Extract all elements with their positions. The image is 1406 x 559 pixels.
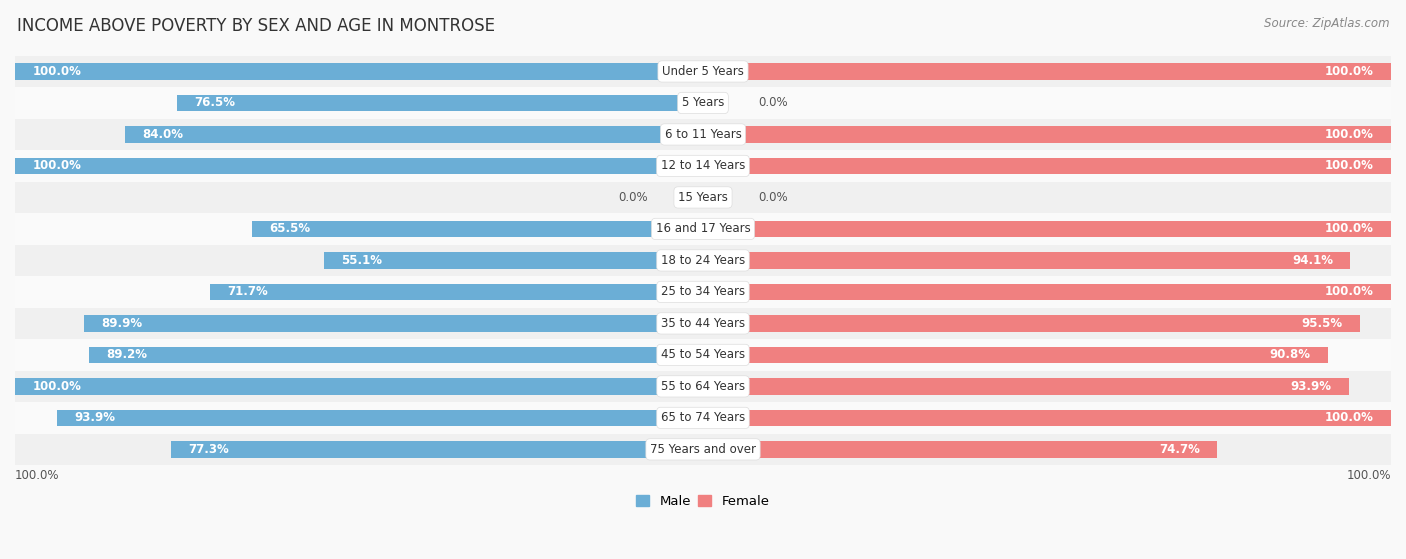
Text: 18 to 24 Years: 18 to 24 Years (661, 254, 745, 267)
Text: Under 5 Years: Under 5 Years (662, 65, 744, 78)
Bar (84, 315, 703, 331)
Text: 90.8%: 90.8% (1270, 348, 1310, 361)
Bar (703, 315, 1360, 331)
Bar (15, 434, 1391, 465)
Text: 0.0%: 0.0% (758, 97, 787, 110)
Text: 76.5%: 76.5% (194, 97, 235, 110)
Text: 74.7%: 74.7% (1159, 443, 1199, 456)
Text: 15 Years: 15 Years (678, 191, 728, 204)
Text: 93.9%: 93.9% (75, 411, 115, 424)
Bar (15, 87, 1391, 119)
Bar (703, 378, 1348, 395)
Bar (252, 221, 703, 237)
Bar (15, 56, 1391, 87)
Bar (703, 221, 1391, 237)
Bar (125, 126, 703, 143)
Text: 55.1%: 55.1% (342, 254, 382, 267)
Bar (703, 252, 1350, 268)
Text: 77.3%: 77.3% (188, 443, 229, 456)
Bar (15, 307, 1391, 339)
Text: 65.5%: 65.5% (270, 222, 311, 235)
Bar (177, 95, 703, 111)
Text: 95.5%: 95.5% (1302, 317, 1343, 330)
Bar (703, 63, 1391, 79)
Text: 100.0%: 100.0% (1324, 222, 1374, 235)
Text: 100.0%: 100.0% (1347, 469, 1391, 482)
Bar (15, 339, 1391, 371)
Bar (323, 252, 703, 268)
Bar (15, 63, 703, 79)
Bar (15, 158, 703, 174)
Text: 75 Years and over: 75 Years and over (650, 443, 756, 456)
Text: 0.0%: 0.0% (619, 191, 648, 204)
Text: 89.9%: 89.9% (101, 317, 143, 330)
Bar (15, 182, 1391, 213)
Text: 16 and 17 Years: 16 and 17 Years (655, 222, 751, 235)
Bar (15, 245, 1391, 276)
Bar (15, 119, 1391, 150)
Text: 94.1%: 94.1% (1292, 254, 1333, 267)
Text: 25 to 34 Years: 25 to 34 Years (661, 286, 745, 299)
Text: 89.2%: 89.2% (107, 348, 148, 361)
Text: 100.0%: 100.0% (32, 380, 82, 393)
Text: 71.7%: 71.7% (226, 286, 267, 299)
Text: 45 to 54 Years: 45 to 54 Years (661, 348, 745, 361)
Text: 100.0%: 100.0% (32, 159, 82, 172)
Text: 93.9%: 93.9% (1291, 380, 1331, 393)
Bar (172, 441, 703, 458)
Legend: Male, Female: Male, Female (631, 490, 775, 514)
Text: 100.0%: 100.0% (1324, 159, 1374, 172)
Text: Source: ZipAtlas.com: Source: ZipAtlas.com (1264, 17, 1389, 30)
Text: 100.0%: 100.0% (1324, 286, 1374, 299)
Bar (703, 441, 1218, 458)
Text: 100.0%: 100.0% (32, 65, 82, 78)
Text: 6 to 11 Years: 6 to 11 Years (665, 128, 741, 141)
Text: 35 to 44 Years: 35 to 44 Years (661, 317, 745, 330)
Text: 0.0%: 0.0% (758, 191, 787, 204)
Bar (15, 371, 1391, 402)
Text: 100.0%: 100.0% (1324, 411, 1374, 424)
Text: 55 to 64 Years: 55 to 64 Years (661, 380, 745, 393)
Bar (15, 213, 1391, 245)
Bar (15, 276, 1391, 307)
Text: 100.0%: 100.0% (1324, 65, 1374, 78)
Text: 100.0%: 100.0% (1324, 128, 1374, 141)
Text: 84.0%: 84.0% (142, 128, 183, 141)
Text: 12 to 14 Years: 12 to 14 Years (661, 159, 745, 172)
Bar (703, 347, 1327, 363)
Bar (703, 410, 1391, 426)
Bar (209, 284, 703, 300)
Bar (703, 284, 1391, 300)
Bar (15, 378, 703, 395)
Bar (703, 158, 1391, 174)
Text: 5 Years: 5 Years (682, 97, 724, 110)
Text: INCOME ABOVE POVERTY BY SEX AND AGE IN MONTROSE: INCOME ABOVE POVERTY BY SEX AND AGE IN M… (17, 17, 495, 35)
Bar (58, 410, 703, 426)
Text: 100.0%: 100.0% (15, 469, 59, 482)
Text: 65 to 74 Years: 65 to 74 Years (661, 411, 745, 424)
Bar (90, 347, 703, 363)
Bar (703, 126, 1391, 143)
Bar (15, 402, 1391, 434)
Bar (15, 150, 1391, 182)
